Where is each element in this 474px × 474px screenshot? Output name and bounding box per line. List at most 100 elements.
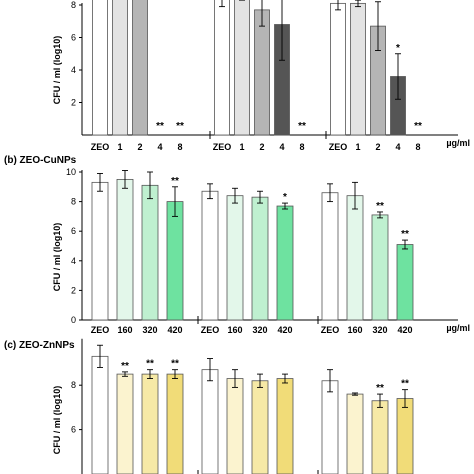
significance-label: ** — [376, 383, 384, 394]
y-axis-label: CFU / ml (log10) — [52, 386, 62, 455]
significance-label: ** — [298, 121, 306, 132]
bar — [234, 0, 250, 136]
bar — [346, 195, 364, 321]
x-tick-label: 1 — [239, 142, 244, 152]
bar — [321, 192, 339, 321]
y-axis-label: CFU / ml (log10) — [52, 223, 62, 292]
x-tick-label: 160 — [347, 325, 362, 335]
x-tick-label: ZEO — [329, 142, 348, 152]
bar — [201, 190, 219, 321]
bar — [396, 398, 414, 474]
significance-label: ** — [401, 229, 409, 240]
bar-group-1: ZEO 160 320 ** 420 — [91, 170, 184, 335]
y-tick-label: 2 — [71, 98, 76, 108]
bar-group-2 — [197, 358, 294, 474]
y-tick-label: 4 — [71, 65, 76, 75]
bar — [276, 205, 294, 321]
bar-group-3: ** ** — [317, 369, 414, 474]
bar — [166, 201, 184, 321]
x-tick-label: 2 — [375, 142, 380, 152]
significance-label: ** — [414, 121, 422, 132]
y-tick-label: 2 — [71, 285, 76, 295]
y-tick-label: 8 — [71, 0, 76, 10]
x-tick-label: 8 — [177, 142, 182, 152]
unit-label: µg/ml — [446, 323, 470, 333]
x-tick-label: 320 — [142, 325, 157, 335]
bar — [396, 244, 414, 321]
x-tick-label: 4 — [157, 142, 162, 152]
bar — [371, 214, 389, 321]
x-tick-label: 1 — [117, 142, 122, 152]
bar — [226, 378, 244, 474]
x-tick-label: ZEO — [213, 142, 232, 152]
bar — [166, 373, 184, 474]
significance-label: ** — [171, 176, 179, 187]
x-tick-label: 8 — [415, 142, 420, 152]
y-tick-label: 10 — [66, 167, 76, 177]
x-tick-label: 1 — [355, 142, 360, 152]
x-tick-label: 420 — [277, 325, 292, 335]
x-tick-label: 2 — [137, 142, 142, 152]
x-tick-label: 160 — [117, 325, 132, 335]
x-tick-label: 4 — [395, 142, 400, 152]
bar — [116, 373, 134, 474]
y-tick-label: 4 — [71, 256, 76, 266]
bar — [91, 181, 109, 321]
x-tick-label: 160 — [227, 325, 242, 335]
y-tick-label: 8 — [71, 380, 76, 390]
x-tick-label: 2 — [259, 142, 264, 152]
panel-title: (c) ZEO-ZnNPs — [4, 340, 75, 351]
y-tick-label: 0 — [71, 315, 76, 325]
bar — [201, 369, 219, 474]
bar — [91, 355, 109, 474]
bar-group-1: ** ** ** — [91, 344, 184, 474]
panel-title: (b) ZEO-CuNPs — [4, 155, 77, 166]
significance-label: ** — [156, 121, 164, 132]
bar — [321, 380, 339, 474]
bar — [254, 9, 270, 136]
y-axis-label: CFU / ml (log10) — [52, 36, 62, 105]
bar — [92, 0, 108, 136]
significance-label: ** — [176, 121, 184, 132]
x-tick-label: ZEO — [91, 325, 110, 335]
y-tick-label: 6 — [71, 425, 76, 435]
x-tick-label: ZEO — [321, 325, 340, 335]
bar-group-1: ZEO 1 2 ** 4 ** 8 — [91, 0, 184, 152]
bar — [112, 0, 128, 136]
bar — [141, 373, 159, 474]
x-tick-label: 320 — [252, 325, 267, 335]
y-tick-label: 6 — [71, 226, 76, 236]
x-tick-label: 320 — [372, 325, 387, 335]
bar — [226, 195, 244, 321]
bar — [132, 0, 148, 136]
x-tick-label: 4 — [279, 142, 284, 152]
x-tick-label: 420 — [167, 325, 182, 335]
bar — [214, 0, 230, 136]
unit-label: µg/ml — [446, 138, 470, 148]
y-tick-label: 6 — [71, 33, 76, 43]
x-tick-label: ZEO — [201, 325, 220, 335]
significance-label: ** — [401, 379, 409, 390]
bar — [371, 400, 389, 474]
significance-label: * — [396, 43, 400, 54]
x-tick-label: 420 — [397, 325, 412, 335]
bar — [276, 378, 294, 474]
panel-2: (b) ZEO-CuNPs 0 2 4 6 8 10 CFU / ml (log10) ZEO 1… — [4, 155, 470, 335]
bar-group-3: ZEO 160 ** 320 ** 420 — [317, 181, 414, 335]
x-tick-label: ZEO — [91, 142, 110, 152]
y-tick-label: 8 — [71, 197, 76, 207]
significance-label: ** — [376, 201, 384, 212]
significance-label: * — [283, 192, 287, 203]
panel-1: 2 4 6 8 CFU / ml (log10) ZEO 1 2 ** 4 ** 8 ZEO 1 2 4 ** 8… — [52, 0, 470, 152]
bar — [330, 2, 346, 136]
bar — [346, 393, 364, 474]
bar — [350, 2, 366, 136]
bar-group-2: ZEO 1 2 4 ** 8 — [209, 0, 306, 152]
bar — [251, 380, 269, 474]
bar — [251, 196, 269, 321]
bar — [116, 178, 134, 321]
bar-group-3: ZEO 1 2 * 4 ** 8 — [325, 0, 422, 152]
bar-group-2: ZEO 160 320 * 420 — [197, 183, 294, 335]
